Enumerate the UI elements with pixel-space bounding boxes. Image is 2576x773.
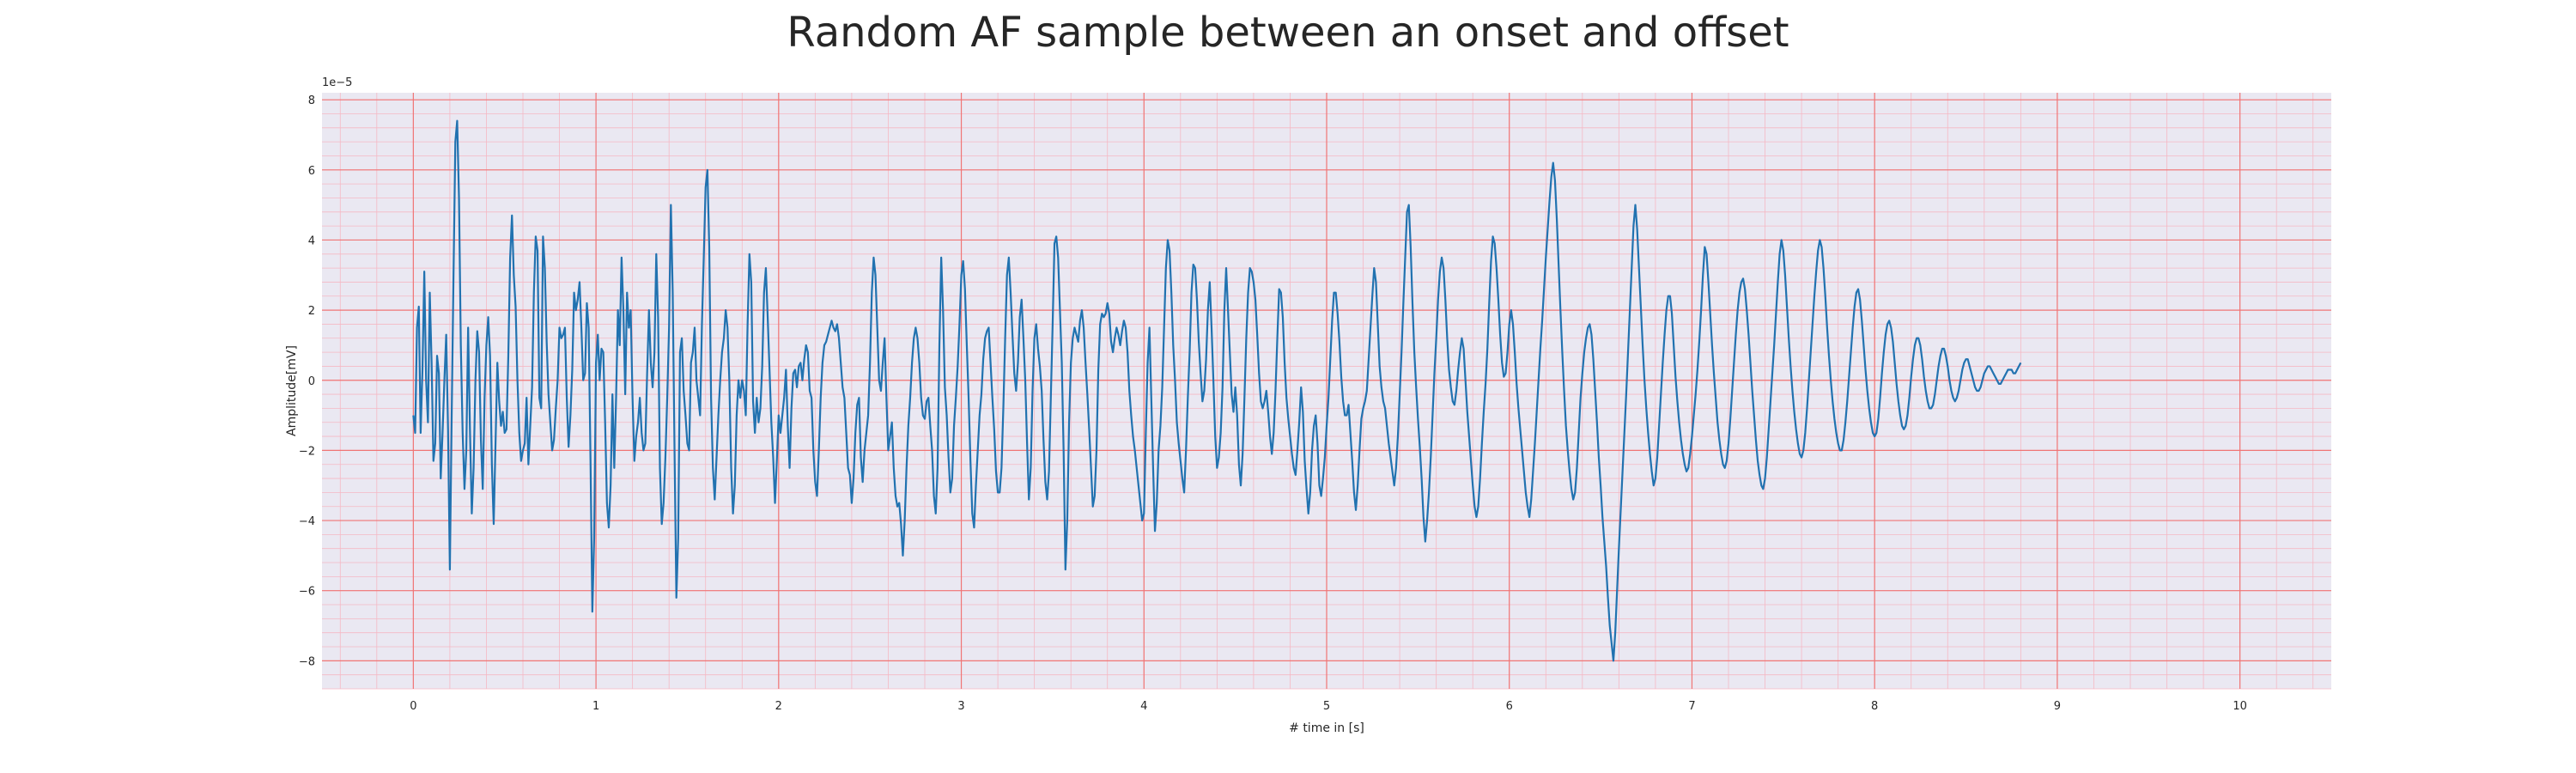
y-tick-label: 2 (308, 305, 315, 318)
x-tick-label: 7 (1688, 700, 1695, 713)
y-tick-label: 6 (308, 165, 315, 178)
y-tick-label: 8 (308, 94, 315, 107)
x-tick-label: 10 (2233, 700, 2247, 713)
y-tick-labels: −8 −6 −4 −2 0 2 4 6 8 (299, 94, 315, 668)
y-tick-label: −8 (299, 655, 315, 668)
x-tick-label: 4 (1140, 700, 1147, 713)
major-grid (322, 93, 2331, 689)
y-tick-label: −2 (299, 445, 315, 458)
series-line (412, 119, 2022, 662)
x-tick-label: 1 (592, 700, 599, 713)
y-tick-label: −4 (299, 515, 315, 528)
y-tick-label: 4 (308, 234, 315, 247)
y-tick-label: 0 (308, 375, 315, 388)
x-tick-label: 8 (1871, 700, 1878, 713)
x-tick-label: 6 (1506, 700, 1513, 713)
chart-title: Random AF sample between an onset and of… (787, 9, 1789, 57)
y-tick-label: −6 (299, 586, 315, 599)
x-tick-label: 9 (2054, 700, 2061, 713)
x-axis-label: # time in [s] (1289, 721, 1364, 735)
y-offset-label: 1e−5 (322, 76, 352, 89)
x-tick-labels: 0 1 2 3 4 5 6 7 8 9 10 (410, 700, 2247, 713)
x-tick-label: 0 (410, 700, 416, 713)
x-tick-label: 2 (775, 700, 782, 713)
x-tick-label: 3 (957, 700, 964, 713)
x-tick-label: 5 (1323, 700, 1330, 713)
y-axis-label: Amplitude[mV] (285, 345, 299, 436)
